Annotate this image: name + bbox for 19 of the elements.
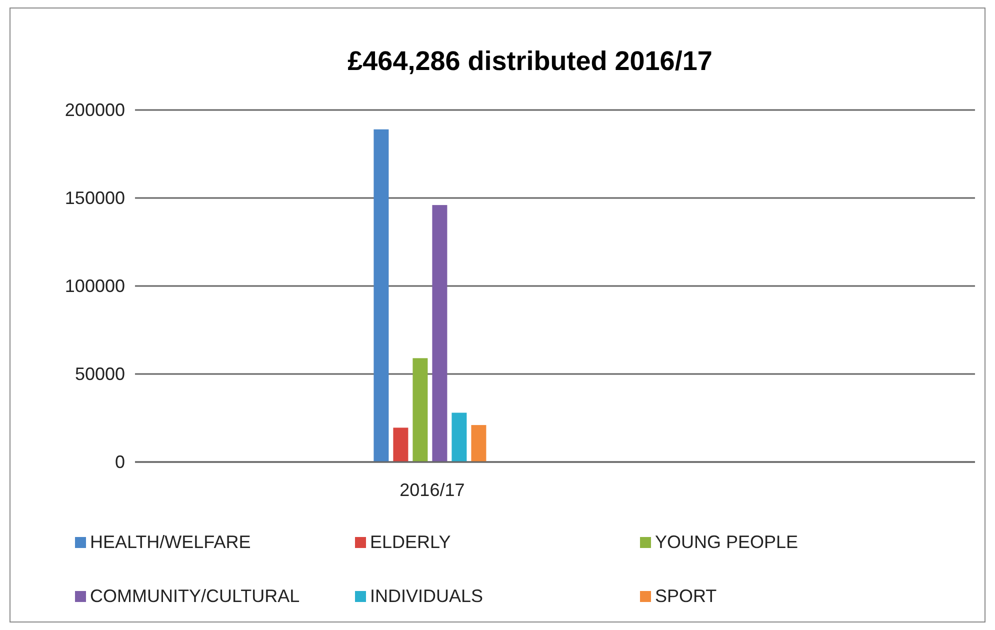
bar — [452, 412, 467, 462]
legend-label: HEALTH/WELFARE — [90, 532, 251, 552]
y-tick-label: 100000 — [64, 276, 125, 296]
legend-label: INDIVIDUALS — [370, 586, 484, 606]
bar — [432, 205, 448, 462]
legend-label: SPORT — [655, 586, 717, 606]
legend-label: COMMUNITY/CULTURAL — [90, 586, 300, 606]
bar — [374, 129, 389, 462]
bar — [393, 428, 408, 462]
y-tick-label: 50000 — [74, 364, 125, 384]
bar — [412, 358, 428, 462]
y-tick-label: 0 — [114, 452, 125, 472]
legend-label: YOUNG PEOPLE — [655, 532, 798, 552]
y-tick-label: 200000 — [64, 100, 125, 120]
y-tick-label: 150000 — [64, 188, 125, 208]
chart-title: £464,286 distributed 2016/17 — [348, 46, 712, 76]
legend-label: ELDERLY — [370, 532, 451, 552]
x-tick-label: 2016/17 — [400, 480, 465, 500]
bar — [471, 425, 486, 462]
